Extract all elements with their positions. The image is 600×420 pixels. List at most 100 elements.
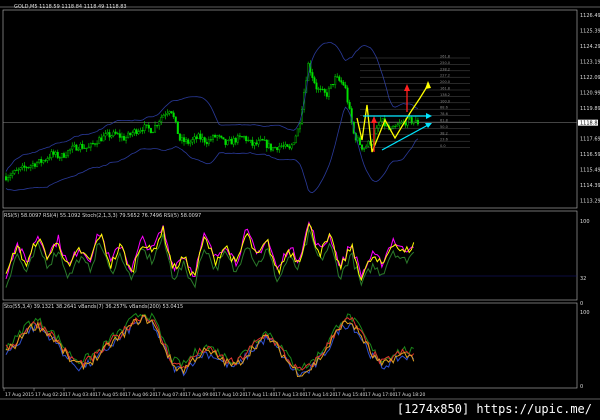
candle-body [96, 143, 99, 145]
candle-body [13, 170, 16, 174]
candle-body [71, 145, 74, 150]
fib-label: 88.6 [440, 106, 448, 110]
stoch-tick-0: 0 [580, 384, 584, 390]
candle-body [137, 131, 140, 135]
stoch-line-orange [5, 314, 415, 378]
candle-body [58, 157, 61, 159]
candle-body [187, 139, 190, 144]
candle-body [100, 137, 103, 142]
candle-body [174, 116, 177, 122]
candle-body [286, 144, 289, 147]
candle-body [44, 160, 47, 162]
candle-body [62, 153, 65, 158]
candle-body [350, 108, 353, 123]
candle-body [365, 145, 368, 149]
price-tick: 1113.29 [580, 199, 600, 205]
candle-body [292, 142, 295, 146]
candle-body [398, 123, 401, 126]
candle-body [69, 148, 72, 151]
time-label: 17 Aug 2015 [5, 392, 34, 398]
fib-label: 138.2 [440, 93, 450, 97]
candle-body [102, 135, 105, 142]
fib-label: 78.6 [440, 112, 448, 116]
price-tick: 1114.39 [580, 183, 600, 189]
candle-body [236, 135, 239, 143]
fib-label: 50.0 [440, 125, 448, 129]
price-tick: 1115.49 [580, 168, 600, 174]
rsi-pane-title: RSI(5) 58.0097 RSI(4) 55.1092 Stoch(2,1,… [4, 213, 202, 219]
candle-body [263, 139, 266, 141]
candle-body [284, 144, 287, 147]
candle-body [191, 139, 194, 143]
candle-body [311, 72, 314, 78]
current-price-box [578, 119, 598, 126]
fib-label: 238.2 [440, 67, 450, 71]
candle-body [67, 150, 70, 157]
candle-body [83, 147, 86, 149]
candle-body [226, 140, 229, 145]
candle-body [334, 76, 337, 86]
candle-body [243, 136, 246, 138]
fib-label: 0.0 [440, 144, 446, 148]
stoch-line-red [5, 315, 415, 371]
cyan-arrow-head-2 [425, 123, 432, 128]
price-tick: 1120.99 [580, 90, 600, 96]
candle-body [240, 136, 243, 138]
candle-body [65, 155, 68, 158]
candle-body [272, 147, 275, 151]
candle-body [104, 133, 107, 137]
candle-body [371, 141, 374, 145]
time-label: 17 Aug 17:00 [365, 392, 395, 398]
candle-body [290, 144, 293, 149]
candle-body [259, 139, 262, 141]
candle-body [168, 111, 171, 114]
fib-label: 100.0 [440, 99, 450, 103]
rsi-tick-100: 100 [580, 219, 590, 225]
rsi-tick-32: 32 [580, 276, 587, 282]
candle-body [278, 146, 281, 151]
time-label: 17 Aug 18:20 [395, 392, 425, 398]
bollinger-lower [5, 106, 419, 194]
candle-body [133, 129, 136, 134]
time-label: 17 Aug 09:00 [185, 392, 215, 398]
candle-body [356, 137, 359, 141]
fib-label: 38.2 [440, 131, 448, 135]
candle-body [336, 76, 339, 78]
candle-body [125, 137, 128, 141]
candle-body [396, 124, 399, 127]
candle-body [73, 144, 76, 147]
candle-body [129, 132, 132, 136]
candle-body [110, 135, 113, 138]
candle-body [317, 88, 320, 90]
candle-body [367, 140, 370, 147]
rsi-line-magenta [5, 221, 414, 280]
candle-body [156, 125, 159, 127]
candle-body [249, 139, 252, 141]
candle-body [381, 118, 384, 122]
candle-body [265, 139, 268, 148]
candle-body [315, 82, 318, 90]
time-label: 17 Aug 10:20 [215, 392, 245, 398]
candle-body [288, 146, 291, 149]
candle-body [25, 167, 28, 169]
candle-body [17, 169, 20, 171]
fib-label: 23.6 [440, 138, 448, 142]
candle-body [118, 133, 121, 138]
candle-body [19, 167, 22, 170]
candle-body [199, 133, 202, 140]
watermark: [1274x850] https://upic.me/ [396, 402, 592, 416]
candle-body [377, 125, 380, 129]
candle-body [52, 151, 55, 155]
candle-body [94, 143, 97, 145]
candle-body [276, 147, 279, 151]
candle-body [282, 145, 285, 147]
candle-body [298, 123, 301, 130]
candle-body [42, 160, 45, 163]
candle-body [143, 124, 146, 131]
candle-body [414, 119, 417, 123]
candle-body [108, 132, 111, 138]
candle-body [261, 139, 264, 141]
candle-body [329, 83, 332, 89]
fib-label: 261.8 [440, 55, 450, 59]
time-label: 17 Aug 15:40 [335, 392, 365, 398]
